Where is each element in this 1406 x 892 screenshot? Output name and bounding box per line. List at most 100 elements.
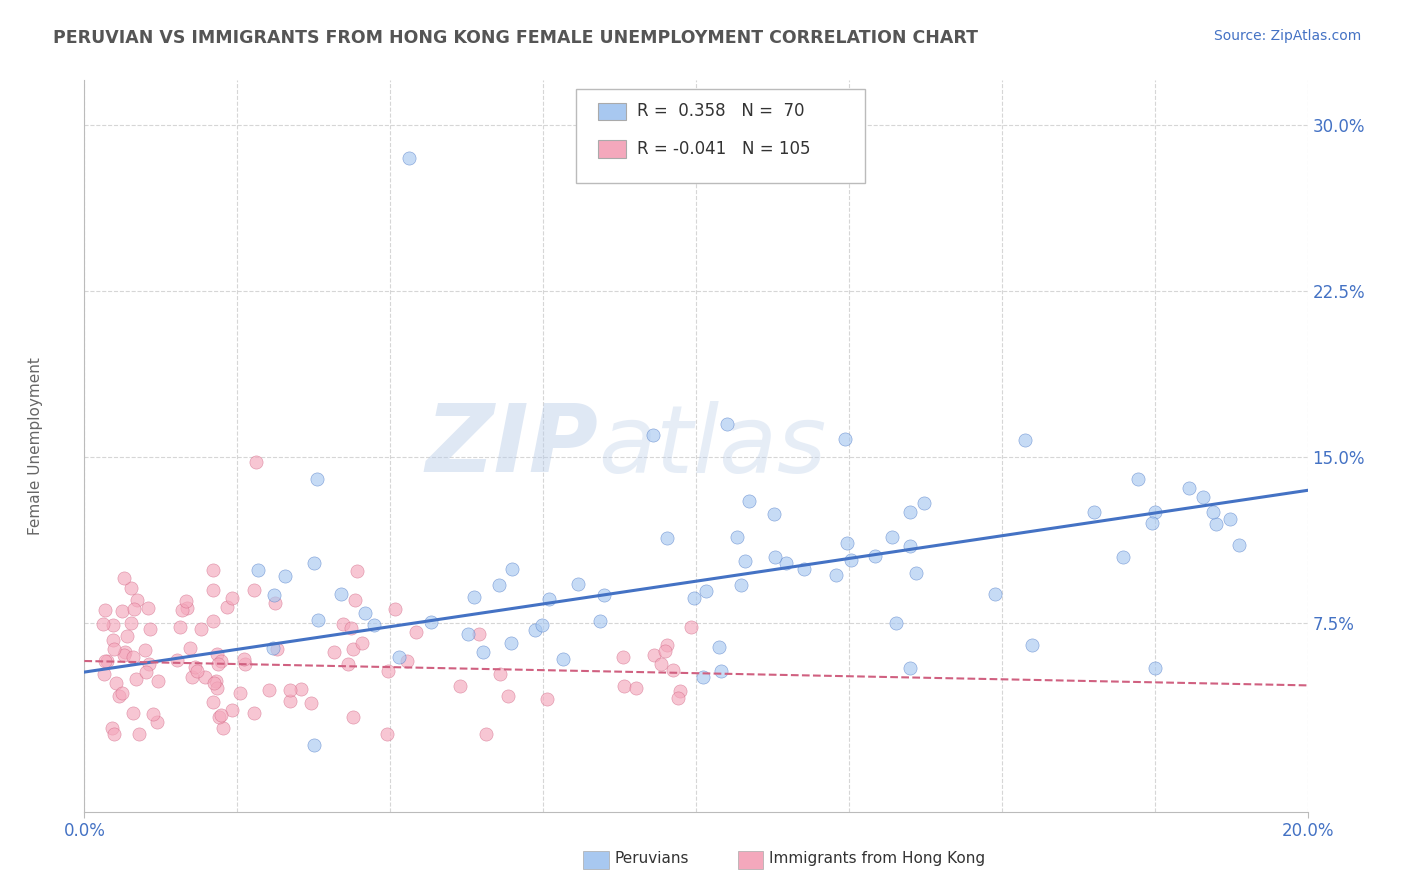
- Point: [146, 673, 169, 688]
- Point: [681, 620, 703, 634]
- Point: [221, 703, 243, 717]
- Point: [613, 679, 636, 693]
- Point: [111, 685, 134, 699]
- Point: [863, 549, 886, 563]
- Point: [1014, 434, 1036, 448]
- Point: [496, 689, 519, 703]
- Point: [221, 591, 243, 605]
- Point: [134, 643, 156, 657]
- Point: [342, 710, 364, 724]
- Point: [643, 648, 665, 662]
- Point: [202, 582, 225, 597]
- Point: [278, 694, 301, 708]
- Point: [205, 681, 228, 696]
- Text: ZIP: ZIP: [425, 400, 598, 492]
- Point: [898, 506, 921, 520]
- Point: [169, 619, 191, 633]
- Point: [710, 664, 733, 678]
- Point: [1143, 660, 1166, 674]
- Point: [233, 657, 256, 671]
- Point: [730, 578, 752, 592]
- Point: [457, 627, 479, 641]
- Point: [384, 602, 406, 616]
- Point: [342, 641, 364, 656]
- Text: atlas: atlas: [598, 401, 827, 491]
- Point: [567, 577, 589, 591]
- Text: Source: ZipAtlas.com: Source: ZipAtlas.com: [1213, 29, 1361, 44]
- Point: [205, 648, 228, 662]
- Point: [1140, 516, 1163, 530]
- Point: [232, 652, 254, 666]
- Point: [530, 617, 553, 632]
- Point: [1111, 549, 1133, 564]
- Point: [983, 587, 1005, 601]
- Point: [405, 625, 427, 640]
- Point: [682, 591, 704, 605]
- Point: [1219, 511, 1241, 525]
- Point: [138, 657, 160, 671]
- Point: [824, 568, 846, 582]
- Point: [103, 641, 125, 656]
- Point: [775, 556, 797, 570]
- Point: [305, 472, 328, 486]
- Point: [666, 690, 689, 705]
- Point: [201, 614, 224, 628]
- Point: [201, 563, 224, 577]
- Point: [898, 540, 921, 554]
- Point: [266, 641, 288, 656]
- Point: [120, 582, 142, 596]
- Point: [695, 584, 717, 599]
- Point: [474, 727, 496, 741]
- Point: [202, 676, 225, 690]
- Point: [420, 615, 443, 630]
- Point: [536, 691, 558, 706]
- Point: [229, 686, 252, 700]
- Point: [655, 532, 678, 546]
- Point: [612, 650, 634, 665]
- Point: [489, 667, 512, 681]
- Point: [120, 615, 142, 630]
- Point: [278, 683, 301, 698]
- Point: [793, 562, 815, 576]
- Text: R =  0.358   N =  70: R = 0.358 N = 70: [637, 103, 804, 120]
- Point: [762, 507, 785, 521]
- Point: [839, 553, 862, 567]
- Point: [388, 649, 411, 664]
- Point: [93, 654, 115, 668]
- Point: [1083, 506, 1105, 520]
- Point: [139, 622, 162, 636]
- Text: Female Unemployment: Female Unemployment: [28, 357, 42, 535]
- Point: [176, 601, 198, 615]
- Point: [207, 657, 229, 672]
- Point: [655, 638, 678, 652]
- Point: [243, 582, 266, 597]
- Point: [339, 621, 361, 635]
- Point: [650, 657, 672, 672]
- Point: [217, 599, 239, 614]
- Point: [1021, 639, 1043, 653]
- Point: [112, 570, 135, 584]
- Point: [243, 706, 266, 720]
- Point: [332, 617, 354, 632]
- Point: [1192, 491, 1215, 505]
- Point: [104, 676, 127, 690]
- Point: [211, 654, 233, 668]
- Point: [737, 494, 759, 508]
- Point: [124, 672, 146, 686]
- Point: [170, 603, 193, 617]
- Point: [501, 562, 523, 576]
- Point: [186, 665, 208, 679]
- Point: [336, 657, 359, 671]
- Point: [662, 663, 685, 677]
- Point: [904, 566, 927, 580]
- Point: [112, 648, 135, 662]
- Text: Immigrants from Hong Kong: Immigrants from Hong Kong: [769, 851, 986, 865]
- Point: [184, 660, 207, 674]
- Point: [765, 549, 787, 564]
- Point: [499, 636, 522, 650]
- Point: [115, 629, 138, 643]
- Point: [111, 604, 134, 618]
- Point: [537, 591, 560, 606]
- Point: [307, 613, 329, 627]
- Point: [290, 682, 312, 697]
